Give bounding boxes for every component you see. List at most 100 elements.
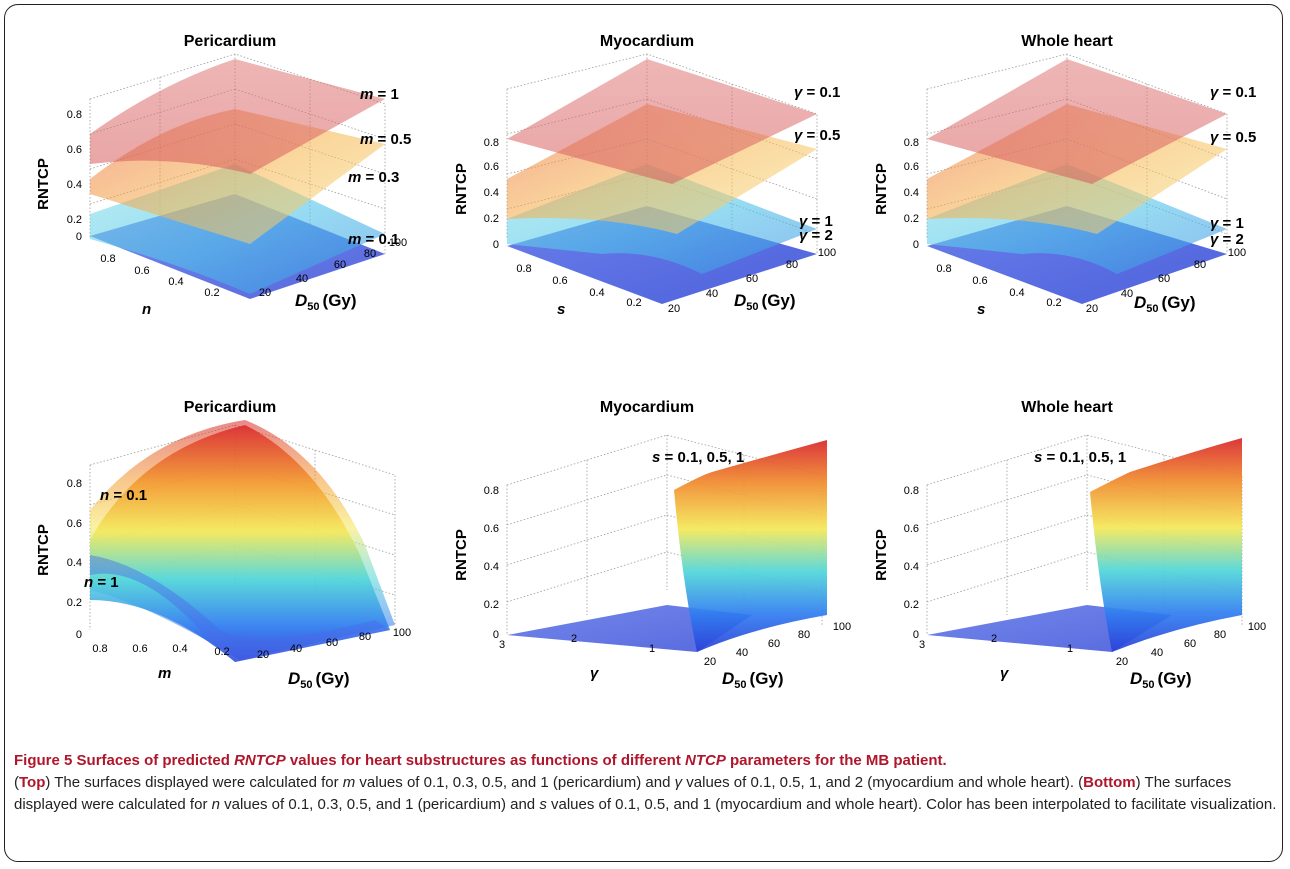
- x-axis-label: n: [142, 301, 151, 318]
- z-tick: 0.2: [484, 599, 499, 611]
- x-tick: 0.4: [168, 276, 183, 288]
- caption-title-text: Surfaces of predicted RNTCP values for h…: [76, 752, 947, 769]
- label-gamma-0.1: γ = 0.1: [1210, 84, 1256, 101]
- y-tick: 60: [746, 273, 758, 285]
- x-axis: 3 2 1: [919, 633, 1073, 655]
- x-tick: 0.8: [92, 643, 107, 655]
- z-axis-label: RNTCP: [453, 163, 470, 215]
- z-tick: 0.8: [484, 485, 499, 497]
- label-n-0.1: n = 0.1: [100, 487, 147, 504]
- chart-title: Whole heart: [1021, 399, 1113, 416]
- z-tick: 0: [913, 629, 919, 641]
- x-tick: 0.6: [552, 275, 567, 287]
- surface-stack: [927, 438, 1242, 652]
- surface-labels: s = 0.1, 0.5, 1: [1034, 449, 1126, 466]
- chart-top-whole-heart: Whole heart 0.8 0.6 0.4 0.2 0 RNTCP 0.8 …: [873, 33, 1256, 318]
- y-tick: 40: [736, 647, 748, 659]
- z-tick: 0.2: [904, 213, 919, 225]
- label-m-1: m = 1: [360, 86, 399, 103]
- x-tick: 0.6: [972, 275, 987, 287]
- z-tick: 0.6: [484, 161, 499, 173]
- x-axis-label: γ: [1000, 665, 1010, 682]
- y-tick: 100: [1228, 247, 1246, 259]
- x-tick: 2: [991, 633, 997, 645]
- y-tick: 80: [1214, 629, 1226, 641]
- surface-labels: γ = 0.1 γ = 0.5 γ = 1 γ = 2: [1210, 84, 1256, 248]
- y-tick: 100: [389, 237, 407, 249]
- y-tick: 80: [364, 248, 376, 260]
- y-tick: 20: [668, 303, 680, 315]
- label-gamma-0.5: γ = 0.5: [1210, 129, 1256, 146]
- y-tick: 40: [1151, 647, 1163, 659]
- chart-top-pericardium: Pericardium 0.8 0.6 0.4 0.2 0 RNTCP 0.8 …: [35, 33, 411, 318]
- y-tick: 60: [334, 259, 346, 271]
- y-tick: 60: [1184, 638, 1196, 650]
- x-tick: 0.2: [214, 646, 229, 658]
- x-tick: 0.4: [1009, 287, 1024, 299]
- y-tick: 40: [290, 643, 302, 655]
- x-tick: 0.2: [204, 287, 219, 299]
- z-axis: 0.8 0.6 0.4 0.2 0: [67, 109, 82, 243]
- z-tick: 0: [493, 239, 499, 251]
- z-tick: 0.2: [67, 214, 82, 226]
- z-tick: 0.8: [904, 137, 919, 149]
- z-tick: 0.6: [67, 144, 82, 156]
- label-m-0.3: m = 0.3: [348, 169, 399, 186]
- x-tick: 0.4: [589, 287, 604, 299]
- z-tick: 0.4: [484, 187, 499, 199]
- surface-gamma-0.1: [927, 59, 1227, 184]
- x-tick: 0.2: [626, 297, 641, 309]
- chart-title: Pericardium: [184, 33, 276, 50]
- label-s-values: s = 0.1, 0.5, 1: [1034, 449, 1126, 466]
- x-tick: 0.4: [172, 643, 187, 655]
- y-tick: 100: [1248, 621, 1266, 633]
- y-tick: 20: [259, 287, 271, 299]
- surface-stack: [90, 59, 385, 299]
- surface-labels: m = 1 m = 0.5 m = 0.3 m = 0.1: [348, 86, 411, 248]
- x-axis-label: γ: [590, 665, 600, 682]
- surface-labels: n = 0.1 n = 1: [84, 487, 147, 591]
- y-tick: 100: [833, 621, 851, 633]
- y-tick: 20: [704, 656, 716, 668]
- y-tick: 40: [706, 288, 718, 300]
- z-axis: 0.8 0.6 0.4 0.2 0: [484, 137, 499, 251]
- y-tick: 80: [359, 631, 371, 643]
- z-axis: 0.8 0.6 0.4 0.2 0: [904, 485, 919, 641]
- z-axis: 0.8 0.6 0.4 0.2 0: [67, 478, 82, 641]
- label-gamma-1: γ = 1: [1210, 215, 1244, 232]
- label-m-0.5: m = 0.5: [360, 131, 411, 148]
- x-tick: 0.8: [516, 263, 531, 275]
- label-m-0.1: m = 0.1: [348, 231, 399, 248]
- x-tick: 1: [1067, 643, 1073, 655]
- z-axis-label: RNTCP: [873, 163, 890, 215]
- x-tick: 0.6: [132, 643, 147, 655]
- x-axis: 3 2 1: [499, 633, 655, 655]
- z-tick: 0.6: [904, 523, 919, 535]
- chart-bottom-whole-heart: Whole heart 0.8 0.6 0.4 0.2 0 RNTCP 3 2 …: [873, 399, 1266, 691]
- z-axis-label: RNTCP: [35, 524, 52, 576]
- z-tick: 0.4: [484, 561, 499, 573]
- x-tick: 0.6: [134, 265, 149, 277]
- surface-labels: γ = 0.1 γ = 0.5 γ = 1 γ = 2: [794, 84, 840, 244]
- z-axis-label: RNTCP: [453, 529, 470, 581]
- y-tick: 20: [1086, 303, 1098, 315]
- x-tick: 0.8: [100, 253, 115, 265]
- z-axis: 0.8 0.6 0.4 0.2 0: [484, 485, 499, 641]
- x-axis: 0.8 0.6 0.4 0.2: [936, 263, 1061, 309]
- z-tick: 0.8: [67, 478, 82, 490]
- chart-title: Pericardium: [184, 399, 276, 416]
- surface-gamma-0.1: [507, 59, 817, 184]
- z-tick: 0.4: [67, 179, 82, 191]
- y-axis: 20 40 60 80 100: [704, 621, 851, 668]
- surface-dome-lower: [90, 555, 390, 662]
- surface-dome-front: [90, 425, 390, 662]
- y-tick: 60: [768, 638, 780, 650]
- z-tick: 0: [913, 239, 919, 251]
- y-axis: 20 40 60 80 100: [1086, 247, 1246, 315]
- y-tick: 100: [393, 627, 411, 639]
- y-axis: 20 40 60 80 100: [259, 237, 407, 299]
- z-tick: 0.8: [904, 485, 919, 497]
- surface-s-all: [674, 440, 827, 652]
- label-gamma-1: γ = 1: [799, 213, 833, 230]
- label-n-1: n = 1: [84, 574, 119, 591]
